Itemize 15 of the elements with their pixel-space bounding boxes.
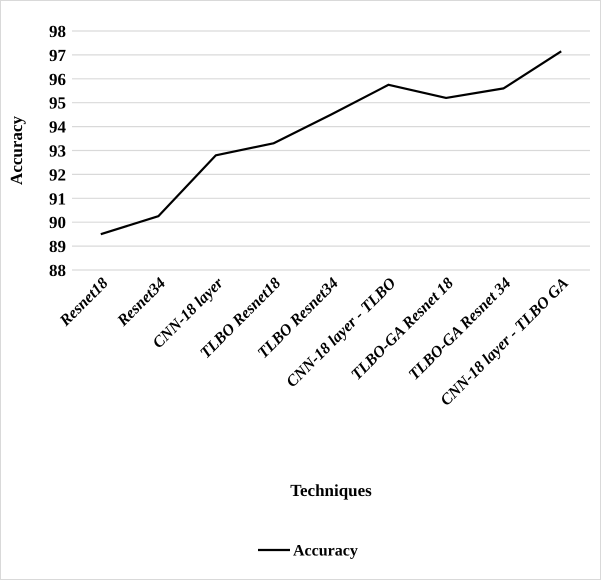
legend-label: Accuracy xyxy=(293,542,358,560)
line-series xyxy=(100,50,562,236)
y-tick-label: 93 xyxy=(49,141,66,160)
y-tick-label: 89 xyxy=(49,237,66,256)
y-tick-label: 88 xyxy=(49,260,66,280)
y-tick-label: 91 xyxy=(49,189,66,208)
y-tick-label: 96 xyxy=(49,70,66,89)
y-axis-title: Accuracy xyxy=(7,116,26,185)
y-tick-label: 94 xyxy=(49,118,66,137)
y-tick-label: 92 xyxy=(49,165,66,184)
y-tick-label: 97 xyxy=(49,46,66,65)
y-tick-label: 98 xyxy=(49,22,66,41)
y-tick-label: 90 xyxy=(49,213,66,232)
y-tick-label: 95 xyxy=(49,94,66,113)
x-axis-title: Techniques xyxy=(290,481,372,500)
